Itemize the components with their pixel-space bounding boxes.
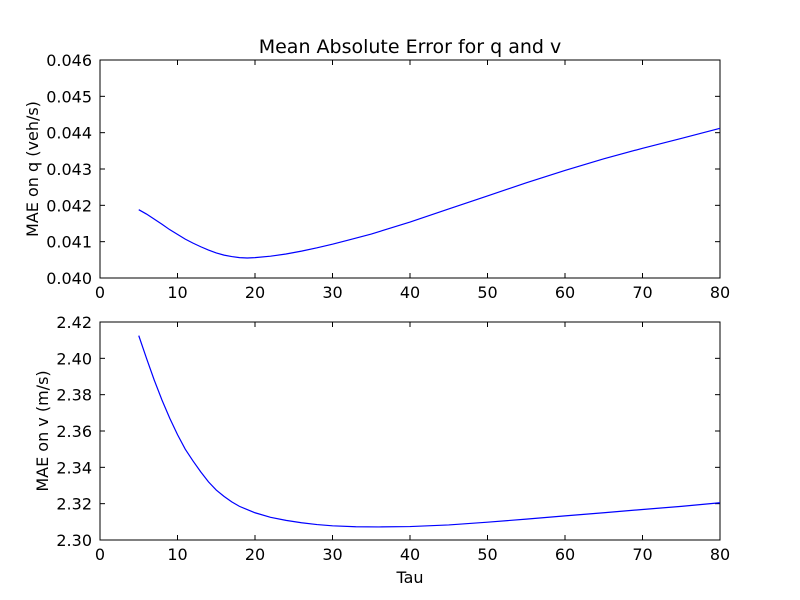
x-tick-label: 60 — [555, 545, 575, 564]
x-tick-label: 10 — [167, 283, 187, 302]
y-tick-label: 2.32 — [56, 495, 92, 514]
y-tick-label: 2.30 — [56, 531, 92, 550]
series-line — [138, 335, 721, 528]
y-tick-label: 0.040 — [46, 269, 92, 288]
x-axis-label: Tau — [395, 568, 423, 587]
y-axis-label: MAE on v (m/s) — [33, 370, 52, 491]
y-tick-label: 0.045 — [46, 87, 92, 106]
y-tick-label: 0.044 — [46, 124, 92, 143]
x-tick-label: 10 — [167, 545, 187, 564]
y-tick-label: 0.046 — [46, 51, 92, 70]
x-tick-label: 30 — [322, 545, 342, 564]
y-axis-label: MAE on q (veh/s) — [23, 101, 42, 237]
plot-v: 0 10 20 30 40 50 60 70 80 2.30 2.32 2.34 2.36 2.38 2.4… — [33, 313, 730, 564]
x-tick-label: 50 — [477, 545, 497, 564]
x-tick-label: 60 — [555, 283, 575, 302]
x-tick-label: 40 — [400, 283, 420, 302]
x-tick-label: 0 — [95, 283, 105, 302]
y-tick-label: 2.34 — [56, 458, 92, 477]
x-tick-label: 20 — [245, 545, 265, 564]
x-tick-label: 80 — [710, 545, 730, 564]
x-tick-label: 70 — [632, 545, 652, 564]
chart-title: Mean Absolute Error for q and v — [259, 36, 562, 58]
y-tick-label: 2.42 — [56, 313, 92, 332]
x-tick-label: 30 — [322, 283, 342, 302]
x-tick-label: 50 — [477, 283, 497, 302]
x-tick-label: 20 — [245, 283, 265, 302]
series-line — [138, 127, 721, 259]
y-tick-label: 2.36 — [56, 422, 92, 441]
x-tick-label: 70 — [632, 283, 652, 302]
x-tick-label: 0 — [95, 545, 105, 564]
x-tick-label: 80 — [710, 283, 730, 302]
y-tick-label: 0.043 — [46, 160, 92, 179]
y-tick-label: 0.042 — [46, 196, 92, 215]
plot-q: 0 10 20 30 40 50 60 70 80 0.040 0.041 0.042 0.043 0.0… — [23, 51, 730, 302]
x-tick-label: 40 — [400, 545, 420, 564]
y-tick-label: 2.40 — [56, 349, 92, 368]
y-tick-label: 2.38 — [56, 386, 92, 405]
y-tick-label: 0.041 — [46, 233, 92, 252]
